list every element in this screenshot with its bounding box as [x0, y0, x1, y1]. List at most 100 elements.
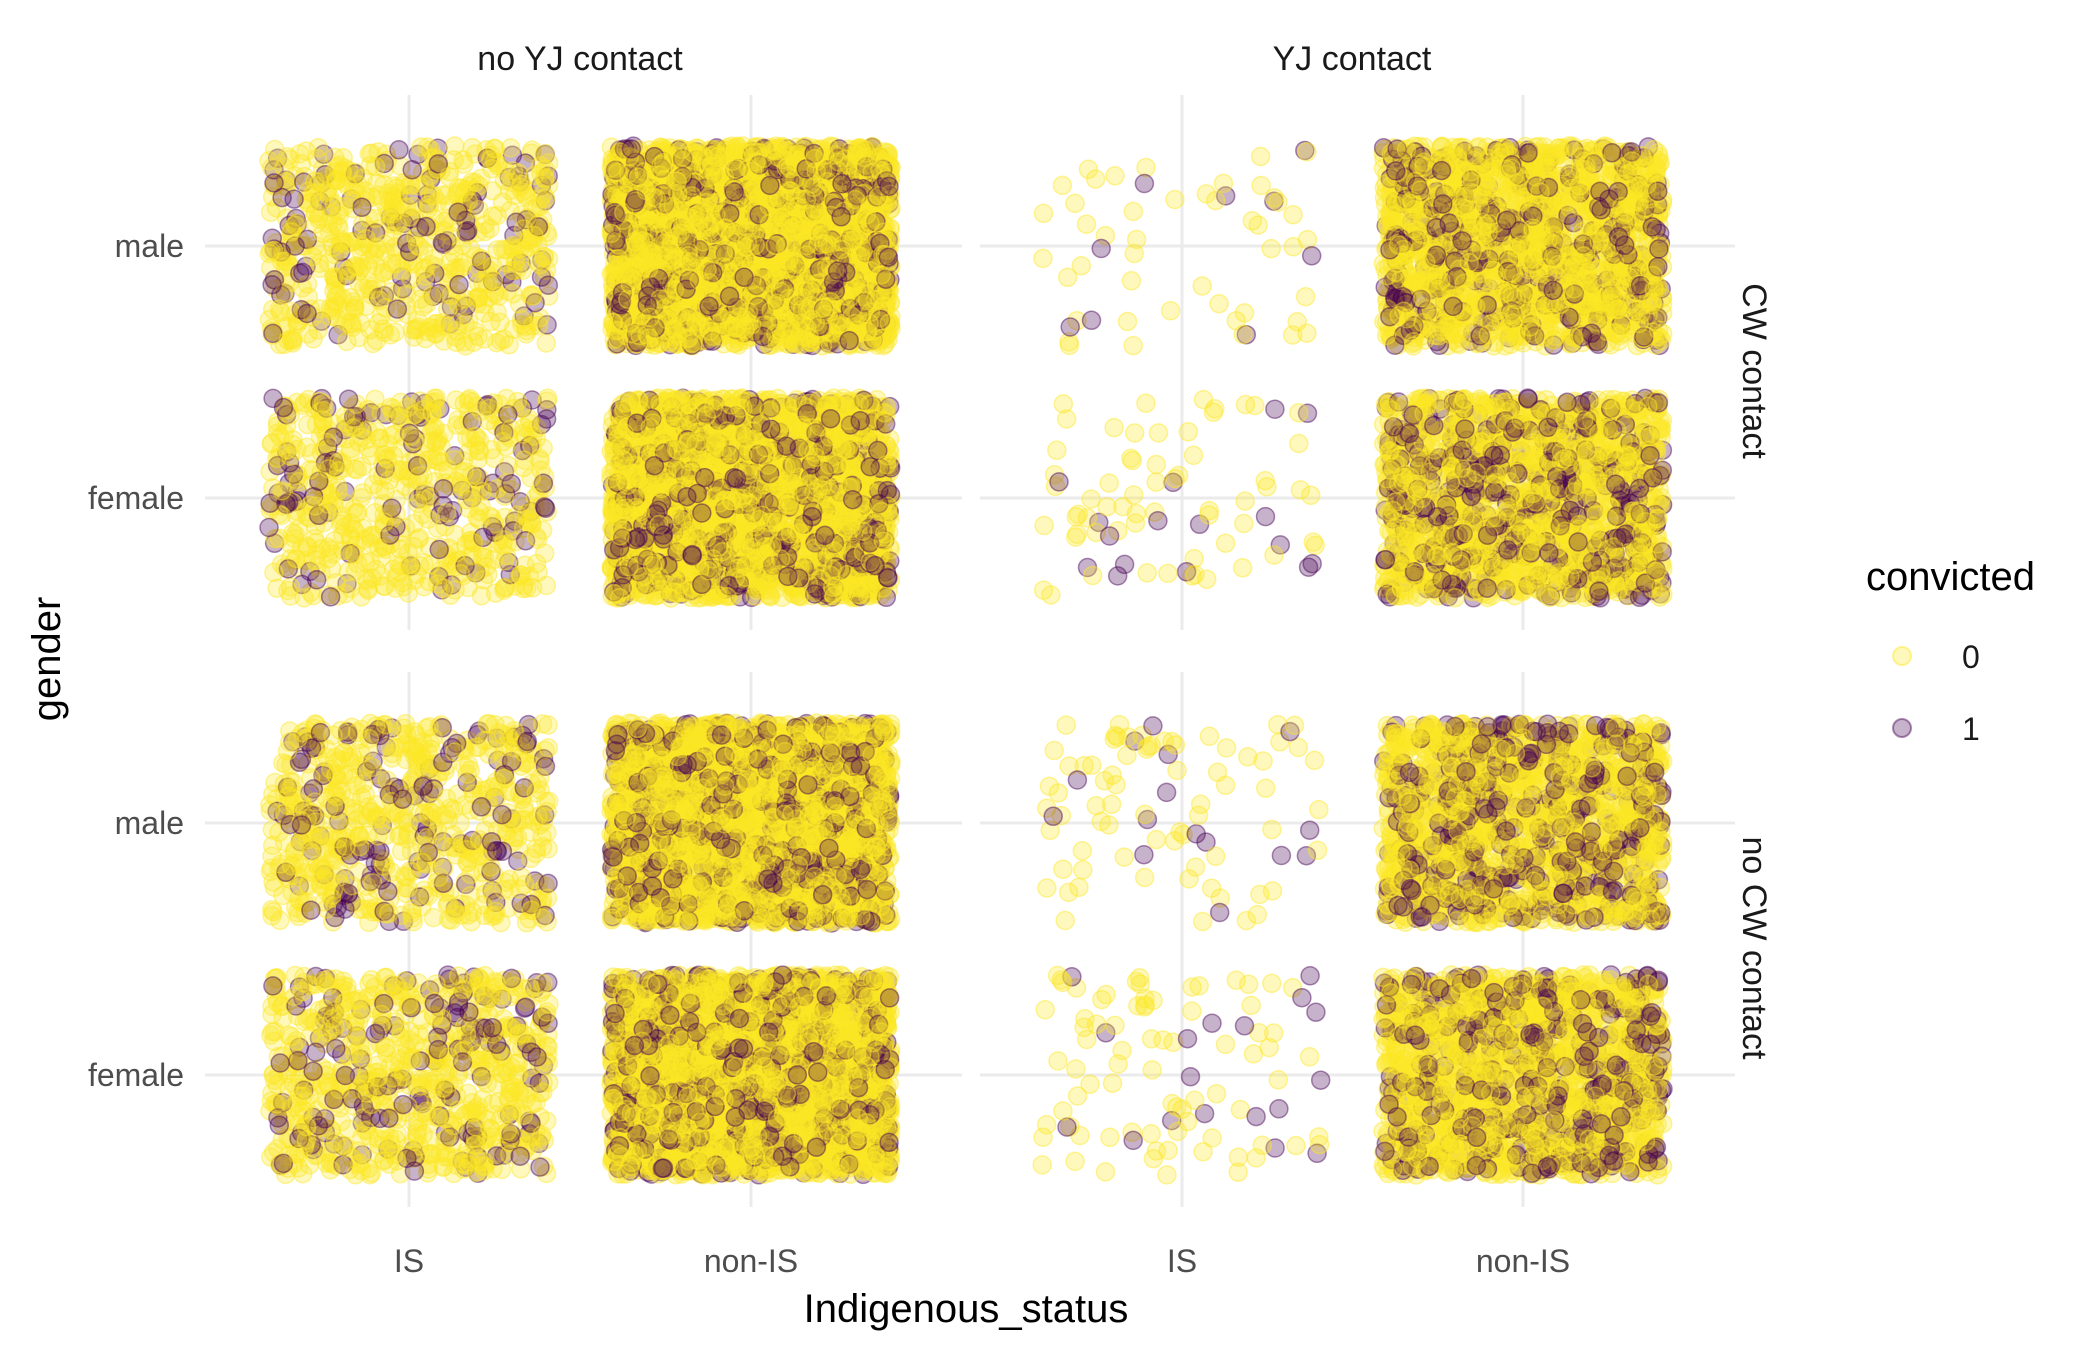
- point-convicted-0: [814, 234, 834, 254]
- point-convicted-0: [672, 164, 692, 185]
- point-convicted-0: [795, 281, 816, 302]
- point-convicted-0: [770, 281, 791, 302]
- point-convicted-0: [297, 414, 318, 435]
- point-convicted-1: [467, 263, 487, 283]
- point-convicted-0: [475, 221, 495, 242]
- point-convicted-0: [316, 432, 337, 453]
- point-convicted-0: [342, 314, 362, 334]
- point-convicted-0: [763, 139, 784, 160]
- point-convicted-0: [806, 161, 826, 181]
- point-convicted-0: [463, 533, 484, 553]
- point-convicted-1: [719, 286, 740, 307]
- point-convicted-0: [309, 172, 329, 193]
- point-convicted-0: [779, 248, 799, 269]
- point-convicted-0: [308, 137, 329, 158]
- point-convicted-0: [803, 177, 824, 198]
- point-convicted-0: [287, 314, 307, 334]
- point-convicted-0: [425, 318, 445, 338]
- panels: [205, 95, 1735, 1207]
- point-convicted-0: [537, 226, 558, 246]
- point-convicted-0: [459, 441, 480, 462]
- point-convicted-0: [333, 316, 353, 336]
- point-convicted-0: [628, 223, 648, 244]
- point-convicted-0: [639, 328, 659, 348]
- point-convicted-0: [302, 246, 323, 267]
- point-convicted-0: [414, 175, 435, 195]
- point-convicted-0: [360, 445, 381, 466]
- point-convicted-0: [415, 258, 436, 279]
- point-convicted-0: [398, 397, 418, 418]
- point-convicted-1: [734, 267, 754, 288]
- point-convicted-0: [369, 290, 390, 311]
- point-convicted-1: [832, 174, 852, 194]
- point-convicted-0: [329, 241, 349, 261]
- point-convicted-0: [722, 310, 742, 331]
- point-convicted-0: [855, 143, 876, 163]
- point-convicted-0: [300, 460, 320, 480]
- point-convicted-0: [682, 252, 702, 273]
- point-convicted-1: [760, 175, 780, 196]
- point-convicted-0: [446, 332, 466, 353]
- point-convicted-0: [351, 587, 372, 607]
- point-convicted-0: [860, 194, 881, 215]
- point-convicted-1: [306, 570, 327, 590]
- point-convicted-0: [471, 168, 491, 189]
- point-convicted-0: [697, 216, 718, 237]
- point-convicted-0: [388, 554, 409, 574]
- point-convicted-0: [454, 461, 474, 482]
- point-convicted-0: [534, 267, 555, 287]
- point-convicted-0: [291, 231, 311, 251]
- point-convicted-0: [469, 258, 490, 279]
- point-convicted-1: [389, 140, 409, 160]
- point-convicted-0: [445, 580, 465, 600]
- point-convicted-0: [343, 232, 363, 252]
- point-convicted-1: [878, 247, 899, 267]
- point-convicted-0: [495, 436, 516, 457]
- point-convicted-1: [428, 138, 448, 159]
- point-convicted-0: [493, 239, 513, 260]
- point-convicted-0: [512, 174, 532, 195]
- point-convicted-0: [460, 214, 480, 235]
- point-convicted-0: [368, 538, 389, 558]
- point-convicted-0: [360, 220, 380, 240]
- point-convicted-1: [297, 303, 317, 324]
- point-convicted-0: [376, 448, 397, 468]
- point-convicted-0: [860, 302, 881, 323]
- point-convicted-0: [528, 315, 549, 336]
- point-convicted-0: [366, 255, 386, 276]
- point-convicted-0: [341, 258, 361, 278]
- point-convicted-0: [327, 308, 347, 328]
- point-convicted-0: [310, 258, 330, 279]
- point-convicted-1: [321, 197, 341, 217]
- point-convicted-0: [367, 173, 387, 193]
- point-convicted-0: [399, 207, 420, 227]
- point-convicted-0: [383, 176, 404, 196]
- point-convicted-0: [497, 281, 518, 301]
- point-convicted-0: [326, 268, 346, 289]
- point-convicted-0: [831, 239, 852, 260]
- panel-1: [205, 95, 962, 630]
- point-convicted-0: [324, 244, 345, 265]
- point-convicted-0: [286, 548, 307, 569]
- point-convicted-0: [294, 236, 315, 256]
- point-convicted-0: [331, 511, 352, 531]
- point-convicted-0: [668, 183, 688, 204]
- point-convicted-1: [448, 202, 468, 222]
- point-convicted-0: [770, 208, 790, 228]
- point-convicted-0: [511, 205, 532, 225]
- point-convicted-0: [318, 459, 339, 479]
- point-convicted-1: [264, 173, 284, 193]
- point-convicted-0: [515, 555, 535, 575]
- point-convicted-0: [415, 328, 436, 349]
- point-convicted-0: [343, 261, 364, 282]
- point-convicted-0: [506, 249, 526, 270]
- point-convicted-0: [741, 314, 762, 335]
- point-convicted-1: [264, 160, 284, 180]
- point-convicted-1: [338, 389, 359, 409]
- point-convicted-0: [818, 296, 839, 317]
- point-convicted-0: [482, 180, 503, 201]
- point-convicted-0: [532, 209, 553, 230]
- point-convicted-0: [414, 576, 434, 597]
- point-convicted-0: [323, 491, 343, 512]
